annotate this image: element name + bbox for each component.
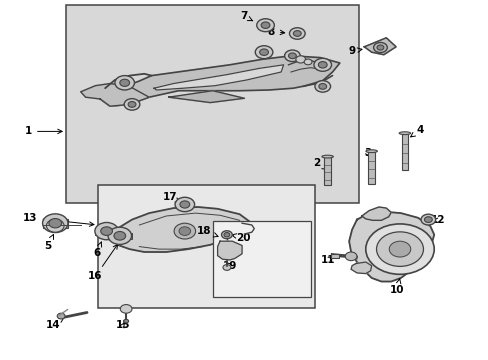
Bar (66, 5, 359, 203)
Circle shape (259, 49, 268, 55)
Circle shape (289, 28, 305, 39)
Polygon shape (361, 207, 390, 220)
Circle shape (223, 265, 230, 270)
Circle shape (221, 231, 232, 239)
Circle shape (95, 222, 118, 240)
Bar (401, 133, 407, 170)
Bar (108, 233, 131, 239)
Text: 3: 3 (364, 148, 370, 158)
Polygon shape (81, 84, 149, 106)
Bar (98, 185, 315, 308)
Circle shape (293, 31, 301, 36)
Circle shape (256, 19, 274, 32)
Circle shape (114, 231, 125, 240)
Bar (95, 228, 118, 235)
Circle shape (120, 305, 132, 313)
Text: 9: 9 (348, 46, 361, 56)
Text: 13: 13 (23, 213, 94, 226)
Text: 6: 6 (93, 242, 102, 258)
Circle shape (101, 227, 112, 235)
Circle shape (128, 102, 136, 107)
Bar (324, 157, 330, 185)
Text: 2: 2 (313, 158, 326, 169)
Text: 4: 4 (410, 125, 424, 137)
Text: 7: 7 (239, 11, 252, 21)
Circle shape (313, 58, 331, 71)
Circle shape (373, 42, 386, 53)
Circle shape (120, 79, 129, 86)
Circle shape (420, 214, 435, 225)
Circle shape (295, 56, 305, 63)
Circle shape (318, 84, 326, 89)
Ellipse shape (398, 132, 410, 135)
Circle shape (42, 214, 68, 233)
Circle shape (179, 227, 190, 235)
Circle shape (124, 99, 140, 110)
Text: 5: 5 (44, 235, 53, 251)
Circle shape (46, 219, 64, 232)
Bar (368, 151, 374, 184)
Circle shape (108, 227, 131, 244)
Circle shape (314, 81, 330, 92)
Circle shape (284, 50, 300, 62)
Circle shape (288, 53, 296, 59)
Circle shape (115, 76, 134, 90)
Text: 19: 19 (222, 261, 237, 271)
Text: 18: 18 (197, 226, 218, 237)
Bar (212, 221, 310, 297)
Circle shape (388, 241, 410, 257)
Text: 15: 15 (116, 320, 130, 330)
Circle shape (376, 45, 383, 50)
Polygon shape (364, 38, 395, 55)
Circle shape (345, 252, 356, 261)
Circle shape (376, 232, 423, 266)
Circle shape (180, 201, 189, 208)
Circle shape (261, 22, 269, 28)
Polygon shape (350, 262, 371, 274)
Circle shape (174, 223, 195, 239)
Polygon shape (100, 56, 339, 106)
Polygon shape (117, 207, 249, 252)
Text: 17: 17 (163, 192, 180, 202)
Polygon shape (217, 241, 242, 260)
Polygon shape (348, 212, 433, 282)
Circle shape (255, 46, 272, 59)
Circle shape (318, 62, 326, 68)
Text: 11: 11 (320, 255, 334, 265)
Text: 1: 1 (25, 126, 62, 136)
Circle shape (365, 224, 433, 274)
Circle shape (49, 219, 61, 228)
Text: 12: 12 (429, 215, 444, 225)
Bar (330, 254, 339, 258)
Polygon shape (154, 65, 283, 90)
Circle shape (57, 313, 65, 319)
Bar (42, 219, 68, 228)
Circle shape (123, 319, 128, 323)
Text: 8: 8 (267, 27, 284, 37)
Circle shape (304, 59, 311, 65)
Ellipse shape (365, 150, 377, 153)
Ellipse shape (321, 155, 333, 158)
Text: 14: 14 (45, 318, 63, 330)
Circle shape (175, 197, 194, 212)
Text: 10: 10 (389, 279, 404, 295)
Text: 16: 16 (88, 244, 118, 282)
Circle shape (224, 233, 229, 237)
Circle shape (424, 217, 431, 222)
Text: 20: 20 (231, 233, 250, 243)
Polygon shape (168, 91, 244, 103)
